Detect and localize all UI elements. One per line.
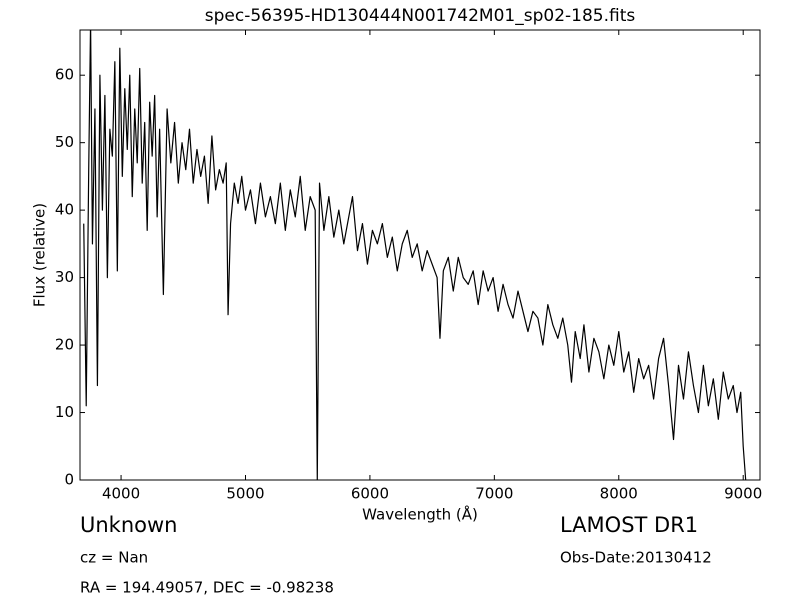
x-tick-label: 8000 bbox=[600, 485, 638, 503]
y-tick-label: 40 bbox=[55, 201, 74, 219]
y-tick-label: 20 bbox=[55, 336, 74, 354]
y-tick-label: 10 bbox=[55, 403, 74, 421]
redshift: cz = Nan bbox=[80, 549, 148, 567]
x-tick-label: 7000 bbox=[475, 485, 513, 503]
coordinates: RA = 194.49057, DEC = -0.98238 bbox=[80, 579, 334, 597]
x-tick-label: 6000 bbox=[351, 485, 389, 503]
object-class: Unknown bbox=[80, 513, 177, 537]
y-tick-label: 60 bbox=[55, 66, 74, 84]
chart-title: spec-56395-HD130444N001742M01_sp02-185.f… bbox=[205, 6, 636, 26]
y-axis-label: Flux (relative) bbox=[31, 203, 49, 307]
y-tick-label: 50 bbox=[55, 133, 74, 151]
survey: LAMOST DR1 bbox=[560, 513, 698, 537]
obs-date: Obs-Date:20130412 bbox=[560, 549, 712, 567]
spectrum-line bbox=[83, 30, 747, 480]
plot-frame bbox=[79, 29, 761, 481]
y-tick-label: 30 bbox=[55, 268, 74, 286]
y-tick-label: 0 bbox=[64, 471, 74, 489]
x-tick-label: 5000 bbox=[226, 485, 264, 503]
x-tick-label: 4000 bbox=[102, 485, 140, 503]
x-tick-label: 9000 bbox=[724, 485, 762, 503]
x-axis-label: Wavelength (Å) bbox=[362, 505, 478, 524]
